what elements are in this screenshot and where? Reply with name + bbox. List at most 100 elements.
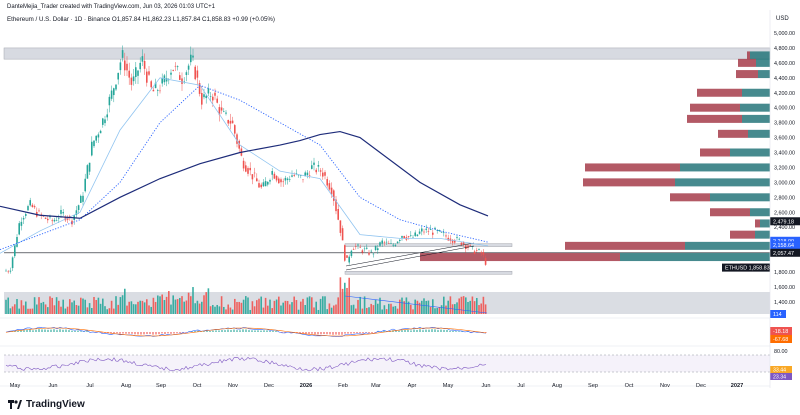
price-pane[interactable] (5, 45, 487, 274)
volume-bar (370, 303, 372, 314)
price-badge-text-3: 2,057.47 (773, 251, 794, 257)
volume-bar (231, 309, 234, 314)
volume-bar (306, 297, 309, 314)
macd-hist-bar (77, 330, 79, 332)
candle-body (214, 92, 216, 96)
candle-body (223, 111, 225, 112)
candle-body (148, 71, 150, 75)
candle-body (49, 216, 51, 218)
macd-hist-bar (137, 332, 139, 335)
candle-body (278, 178, 280, 184)
volume-bar (242, 299, 245, 314)
volume-bar (412, 309, 414, 314)
candle-body (165, 78, 168, 82)
macd-signal-line (5, 327, 487, 337)
candle-body (154, 82, 157, 89)
volume-bar (238, 301, 240, 314)
volume-bar (251, 301, 254, 314)
price-badge-text-0: 2,479.18 (773, 219, 794, 225)
volume-bar (308, 296, 311, 314)
volume-bar (150, 306, 152, 314)
candle-body (467, 245, 469, 248)
macd-hist-bar (449, 330, 451, 332)
candle-body (20, 221, 23, 226)
candle-body (363, 248, 366, 250)
volume-bar (383, 305, 386, 314)
price-badge-0 (770, 217, 800, 226)
volume-bar (225, 309, 227, 314)
volume-bar (106, 309, 108, 314)
price-tick-label: 3,400.00 (774, 151, 795, 157)
volume-bar (304, 304, 306, 314)
macd-hist-bar (158, 332, 160, 335)
macd-hist-bar (224, 330, 226, 332)
macd-hist-bar (407, 329, 409, 332)
candle-body (229, 120, 232, 124)
volume-bar (174, 299, 177, 314)
candle-body (416, 234, 419, 237)
price-badge-1 (770, 236, 800, 245)
candle-body (403, 236, 405, 239)
volume-bar (102, 298, 104, 314)
volume-bar (58, 300, 60, 314)
volume-bar (372, 305, 375, 314)
candle-body (253, 172, 256, 174)
candle-body (284, 177, 287, 181)
candle-body (425, 228, 427, 230)
macd-hist-bar (221, 330, 223, 332)
zone-1 (344, 243, 513, 247)
macd-hist-bar (170, 332, 172, 334)
candle-body (357, 244, 359, 246)
macd-hist-bar (284, 332, 286, 333)
price-badge-4 (722, 263, 770, 272)
candle-body (9, 270, 12, 272)
volume-bar (190, 296, 192, 314)
volume-bar (416, 300, 419, 314)
volume-bar (275, 299, 278, 314)
macd-hist-bar (68, 330, 70, 332)
macd-hist-bar (245, 329, 247, 332)
volume-bar (71, 302, 73, 314)
volume-bar (324, 296, 326, 314)
candle-body (84, 178, 86, 192)
vp-up-5 (742, 114, 770, 123)
candle-body (295, 173, 298, 175)
candle-body (344, 245, 346, 261)
time-axis[interactable]: May Jun Jul Aug Sep Oct Nov Dec 2026 Feb Mar Apr May… (10, 383, 744, 389)
candle-body (308, 175, 311, 177)
time-axis-label: Aug (552, 383, 562, 389)
volume-bar (117, 304, 119, 314)
volume-bar (396, 308, 399, 314)
price-tick-label: 2,800.00 (774, 195, 795, 201)
candle-body (368, 252, 370, 255)
vp-up-8 (680, 163, 770, 172)
trendline-upper (345, 242, 475, 267)
vp-up-11 (750, 208, 770, 217)
volume-bar (326, 309, 328, 314)
candle-body (324, 172, 326, 176)
candle-body (377, 248, 379, 251)
macd-hist-bar (59, 329, 61, 332)
price-tick-label: 3,600.00 (774, 136, 795, 142)
tradingview-brand[interactable]: TradingView (8, 399, 85, 410)
macd-hist-bar (344, 332, 346, 334)
volume-bar (293, 296, 295, 314)
volume-bar (328, 303, 331, 314)
macd-hist-bar (227, 329, 229, 332)
volume-bar (407, 301, 410, 314)
price-axis[interactable]: 5,000.00 4,800.00 4,600.00 4,400.00 4,200.00… (0, 10, 800, 388)
volume-bar (381, 309, 383, 314)
candle-body (176, 66, 179, 68)
macd-hist-bar (302, 332, 304, 334)
volume-bar (280, 305, 282, 314)
volume-bar (73, 300, 75, 314)
macd-hist-bar (203, 331, 205, 332)
vp-down-12 (755, 219, 760, 228)
macd-hist-bar (173, 332, 175, 334)
volume-bar (341, 288, 344, 314)
candle-body (394, 244, 397, 246)
candle-body (390, 243, 392, 244)
macd-badge-text-1: -67.68 (773, 337, 788, 343)
candle-body (355, 246, 357, 247)
